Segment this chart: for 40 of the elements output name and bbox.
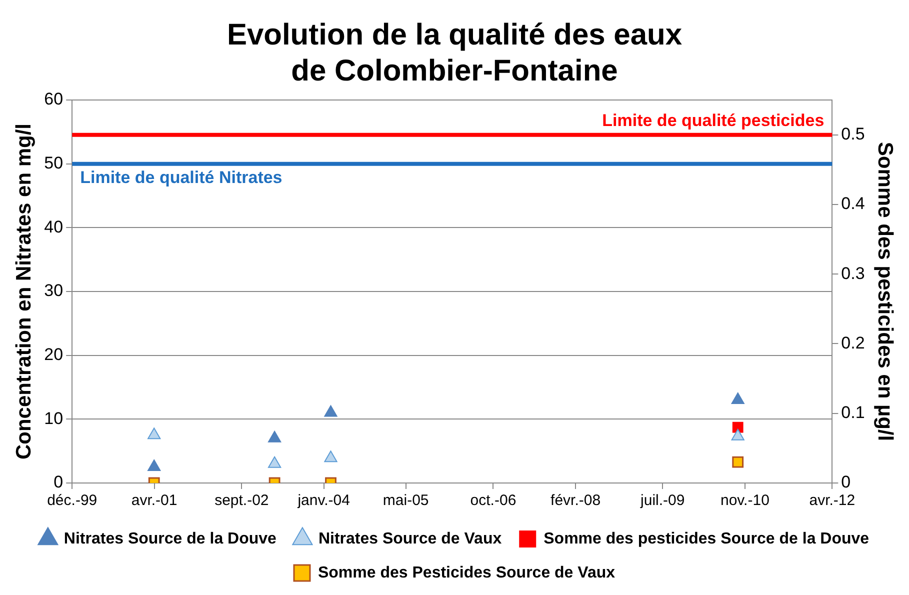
x-tick-label: janv.-04 (296, 492, 350, 510)
y-tick-label: 30 (44, 281, 64, 300)
y2-tick-label: 0 (841, 472, 851, 492)
point (268, 430, 282, 442)
y2-tick-label: 0.1 (841, 403, 865, 422)
y2-tick-label: 0.2 (841, 333, 865, 352)
ref-line-label: Limite de qualité pesticides (602, 111, 824, 130)
point (148, 460, 161, 472)
legend-label: Nitrates Source de Vaux (318, 530, 502, 548)
point (148, 428, 161, 440)
y-tick-label: 10 (44, 408, 64, 428)
chart-title: Evolution de la qualité des eaux de Colombier-Fontaine (226, 18, 682, 88)
legend-label: Somme des Pesticides Source de Vaux (318, 564, 616, 582)
y-tick-label: 0 (54, 472, 64, 492)
legend-label: Nitrates Source de la Douve (64, 530, 277, 548)
y2-axis-title: Somme des pesticides en µg/l (874, 142, 897, 442)
point (731, 392, 744, 404)
x-tick-label: juil.-09 (640, 492, 685, 510)
y2-tick-label: 0.3 (841, 264, 865, 283)
ref-line-label: Limite de qualité Nitrates (80, 168, 282, 188)
x-tick-label: sept.-02 (214, 492, 269, 510)
x-tick-label: mai-05 (382, 492, 429, 510)
point (731, 428, 744, 440)
y-tick-label: 60 (44, 90, 64, 109)
point (324, 450, 338, 462)
y2-tick-label: 0.5 (841, 124, 865, 144)
x-tick-label: avr.-12 (809, 492, 856, 510)
legend-label: Somme des pesticides Source de la Douve (544, 530, 870, 548)
y-tick-label: 50 (44, 154, 64, 173)
x-tick-label: févr.-08 (550, 492, 601, 510)
y2-tick-label: 0.4 (841, 194, 865, 214)
y-axis-title: Concentration en Nitrates en mg/l (12, 123, 36, 460)
x-tick-label: déc.-99 (47, 492, 98, 510)
x-tick-label: oct.-06 (470, 492, 516, 510)
x-tick-label: nov.-10 (720, 492, 770, 510)
point (324, 405, 338, 417)
y-tick-label: 20 (44, 345, 64, 364)
x-tick-label: avr.-01 (131, 492, 178, 510)
y-tick-label: 40 (44, 217, 64, 236)
point (268, 456, 282, 468)
